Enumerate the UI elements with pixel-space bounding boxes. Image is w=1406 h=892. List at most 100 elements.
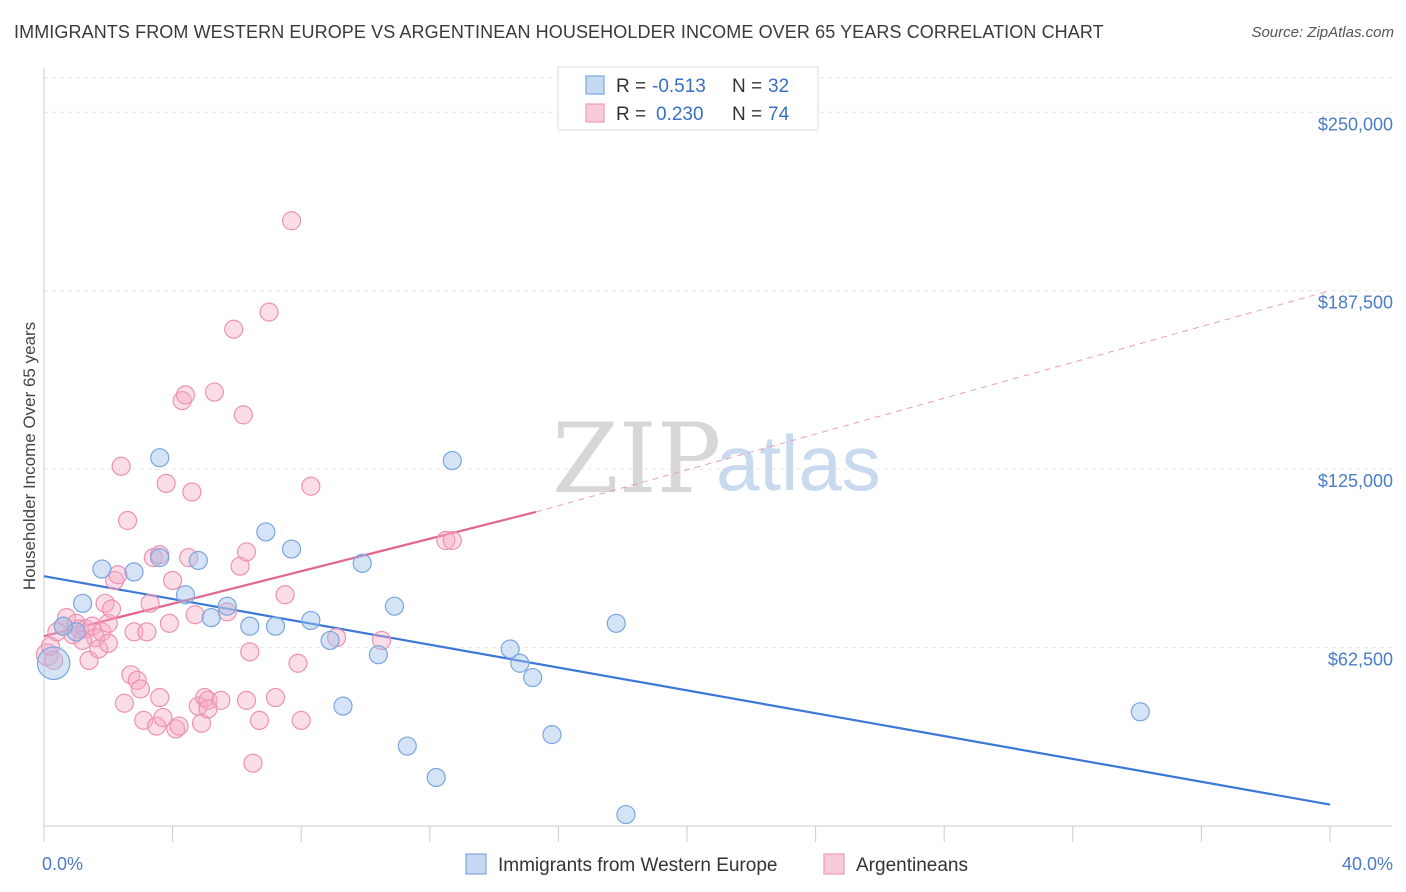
point-western-europe: [320, 630, 340, 651]
point-argentineans: [288, 653, 308, 673]
y-axis-label: Householder Income Over 65 years: [20, 322, 39, 590]
watermark: ZIP atlas: [552, 403, 881, 515]
point-western-europe: [36, 646, 71, 681]
point-western-europe: [240, 616, 260, 636]
point-argentineans: [163, 570, 183, 591]
point-argentineans: [291, 710, 311, 730]
point-western-europe: [1130, 702, 1150, 722]
legend-n-label: N =: [732, 76, 762, 97]
legend-swatch-western-europe: [585, 75, 605, 95]
point-argentineans: [175, 385, 196, 405]
point-western-europe: [188, 550, 208, 571]
point-western-europe: [426, 767, 446, 788]
point-western-europe: [352, 553, 372, 573]
point-argentineans: [117, 510, 138, 531]
point-western-europe: [542, 725, 562, 745]
series-label-argentineans: Argentineans: [856, 855, 968, 876]
point-argentineans: [236, 690, 257, 710]
legend-swatch-argentineans: [585, 103, 605, 123]
point-western-europe: [201, 607, 221, 628]
point-argentineans: [198, 699, 218, 719]
point-argentineans: [101, 599, 122, 619]
legend-row-argentineans: R = 0.230 N = 74: [585, 103, 790, 125]
point-argentineans: [249, 710, 270, 730]
point-argentineans: [172, 391, 192, 411]
point-western-europe: [217, 596, 237, 616]
point-western-europe: [124, 562, 144, 582]
point-western-europe: [92, 559, 112, 579]
point-argentineans: [230, 556, 250, 576]
point-western-europe: [523, 667, 543, 688]
series-label-western-europe: Immigrants from Western Europe: [498, 855, 777, 876]
point-argentineans: [156, 473, 176, 494]
chart-title: IMMIGRANTS FROM WESTERN EUROPE VS ARGENT…: [14, 22, 1104, 42]
point-argentineans: [111, 456, 131, 476]
trend-line-argentineans: [43, 510, 537, 638]
legend: R = -0.513 N = 32 R = 0.230 N = 74: [557, 66, 819, 131]
point-argentineans: [259, 302, 279, 322]
point-argentineans: [159, 613, 179, 633]
y-tick-label: $187,500: [1318, 293, 1393, 313]
y-tick-labels: $62,500 $125,000 $187,500 $250,000: [1318, 114, 1393, 669]
axes: [43, 68, 1392, 842]
point-western-europe: [175, 585, 196, 605]
point-western-europe: [510, 653, 530, 673]
point-argentineans: [44, 650, 64, 671]
point-western-europe: [256, 522, 276, 542]
point-argentineans: [140, 593, 160, 613]
point-argentineans: [130, 679, 151, 699]
point-western-europe: [606, 613, 626, 633]
x-tick-label: 0.0%: [42, 854, 83, 874]
watermark-zip: ZIP: [552, 403, 721, 515]
point-argentineans: [153, 707, 173, 728]
legend-r-label: R =: [616, 76, 646, 97]
point-argentineans: [265, 687, 286, 708]
point-argentineans: [98, 613, 118, 633]
point-argentineans: [233, 405, 253, 425]
legend-r-value: -0.513: [652, 76, 706, 97]
point-argentineans: [224, 319, 244, 339]
point-argentineans: [137, 622, 157, 642]
y-tick-label: $62,500: [1328, 650, 1393, 670]
x-tick-labels: 0.0% 40.0%: [42, 854, 1393, 874]
point-argentineans: [236, 542, 257, 562]
watermark-atlas: atlas: [716, 419, 881, 507]
legend-r-label: R =: [616, 104, 646, 125]
point-argentineans: [240, 642, 260, 662]
point-argentineans: [204, 382, 224, 402]
x-tick-label: 40.0%: [1342, 854, 1393, 874]
point-argentineans: [40, 636, 61, 656]
legend-n-value: 74: [768, 104, 790, 125]
point-argentineans: [243, 753, 263, 773]
point-western-europe: [384, 596, 405, 616]
y-tick-label: $250,000: [1318, 114, 1393, 134]
trend-line-western-europe: [43, 575, 1331, 806]
source-label: Source: ZipAtlas.com: [1251, 24, 1394, 41]
y-tick-label: $125,000: [1318, 471, 1393, 491]
point-argentineans: [301, 476, 321, 496]
legend-row-western-europe: R = -0.513 N = 32: [585, 75, 789, 97]
point-western-europe: [281, 539, 302, 559]
point-western-europe: [368, 645, 388, 665]
point-argentineans: [185, 605, 205, 625]
legend-n-value: 32: [768, 76, 789, 97]
data-points: [35, 211, 1150, 825]
point-western-europe: [150, 448, 170, 468]
point-western-europe: [442, 450, 462, 471]
point-argentineans: [191, 713, 212, 733]
point-argentineans: [169, 716, 189, 736]
point-argentineans: [275, 585, 295, 605]
point-argentineans: [150, 687, 170, 708]
point-western-europe: [397, 736, 417, 756]
legend-r-value: 0.230: [656, 104, 704, 125]
point-argentineans: [195, 687, 215, 708]
trend-lines: [43, 290, 1331, 806]
series-swatch-argentineans: [823, 853, 845, 875]
point-argentineans: [105, 570, 125, 591]
point-argentineans: [114, 693, 134, 713]
point-western-europe: [616, 804, 636, 825]
point-argentineans: [108, 565, 128, 585]
trend-line-argentineans-extension: [535, 290, 1331, 513]
series-legend: Immigrants from Western Europe Argentine…: [465, 853, 968, 876]
point-western-europe: [500, 639, 520, 659]
